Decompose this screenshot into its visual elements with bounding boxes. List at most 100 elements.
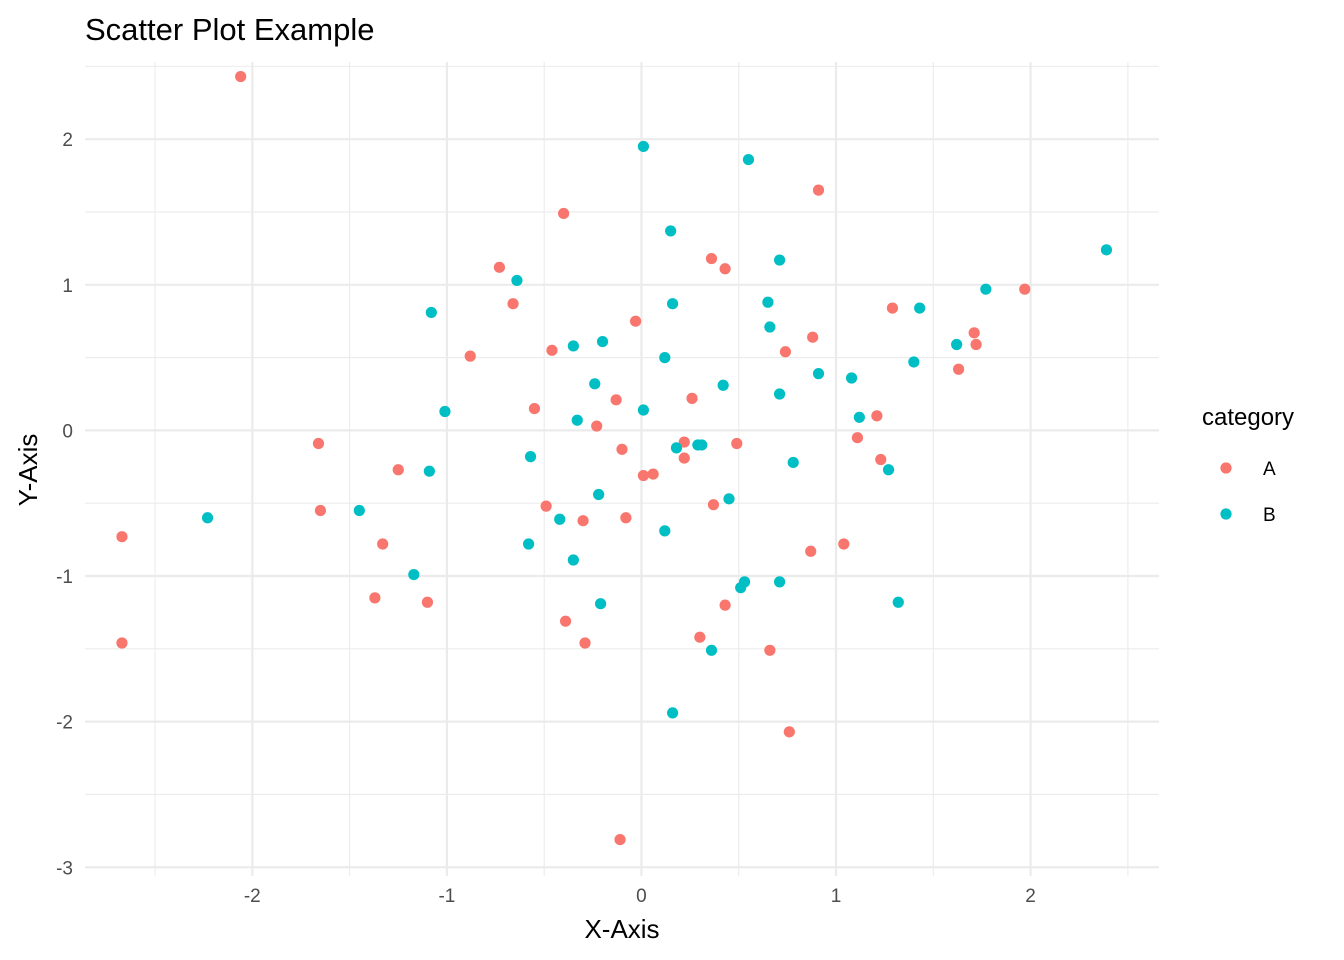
legend-label: A [1263,459,1276,480]
scatter-point [812,368,825,380]
scatter-point [773,254,786,266]
scatter-point [670,442,683,454]
scatter-point [666,707,679,719]
scatter-point [871,410,883,422]
x-tick-labels: -2 -1 0 1 2 [244,886,1036,907]
scatter-point [596,335,609,348]
scatter-point [421,596,434,608]
scatter-point [787,456,799,469]
legend: category AB [1202,404,1294,526]
scatter-point [201,512,214,524]
scatter-point [235,70,247,83]
scatter-point [439,405,451,418]
series-B [201,140,1113,719]
scatter-point [493,261,506,273]
scatter-point [762,296,774,308]
scatter-point [731,437,743,450]
scatter-point [892,596,904,608]
scatter-point [686,392,698,404]
scatter-point [666,298,679,310]
scatter-point [908,356,920,368]
scatter-point [665,225,677,237]
scatter-point [511,274,523,287]
scatter-point [116,531,128,543]
scatter-point [723,493,735,505]
scatter-point [764,321,776,333]
scatter-point [1019,283,1031,295]
scatter-point [717,379,729,391]
grid-layer [85,62,1159,876]
scatter-point [678,452,690,464]
scatter-point [764,644,776,656]
scatter-point [783,726,795,738]
x-axis-title: X-Axis [584,914,659,944]
scatter-point [637,404,650,416]
y-tick-label: 1 [62,276,73,297]
y-tick-label: -3 [56,858,73,879]
scatter-point [614,833,626,846]
scatter-point [630,315,642,327]
scatter-point [773,388,786,400]
scatter-point [980,283,992,295]
scatter-point [805,545,817,557]
y-tick-label: -2 [56,713,73,734]
scatter-point [369,592,381,604]
legend-label: B [1263,505,1276,526]
scatter-point [914,302,926,314]
scatter-point [719,263,731,275]
scatter-point [637,469,650,482]
scatter-point [546,344,558,356]
scatter-point [838,538,850,550]
x-tick-label: -1 [438,886,455,907]
scatter-point [571,414,583,426]
scatter-point [423,465,435,477]
scatter-point [875,453,887,466]
scatter-point [312,437,325,450]
scatter-point [678,436,690,448]
y-tick-label: 0 [62,421,73,442]
scatter-point [610,394,622,406]
x-tick-label: -2 [244,886,261,907]
scatter-point [392,464,404,476]
scatter-point [567,340,579,352]
scatter-point [738,576,751,588]
scatter-point [528,402,541,415]
scatter-point [540,500,552,512]
legend-entries: AB [1220,459,1276,526]
scatter-point [968,327,980,339]
legend-key [1220,508,1232,520]
scatter-point [647,468,659,480]
scatter-point [705,644,718,656]
chart-title: Scatter Plot Example [85,12,374,47]
scatter-point [886,302,899,314]
legend-title: category [1202,404,1294,431]
scatter-point [845,372,858,384]
scatter-point [567,554,579,566]
y-tick-labels: -3 -2 -1 0 1 2 [56,130,73,879]
x-tick-label: 1 [831,886,842,907]
scatter-point [579,637,591,649]
scatter-point [807,331,819,343]
scatter-point [637,140,650,153]
scatter-point [523,538,535,550]
x-tick-label: 2 [1025,886,1036,907]
scatter-point [620,512,632,524]
scatter-point [812,184,825,196]
scatter-point [377,538,389,550]
scatter-point [970,338,982,351]
scatter-point [591,420,603,432]
scatter-point [594,598,607,610]
scatter-point [659,352,671,364]
scatter-point [952,363,965,375]
scatter-point [694,631,706,643]
scatter-point [593,488,605,501]
scatter-point [707,499,720,511]
scatter-point [558,207,570,220]
scatter-point [719,599,731,611]
scatter-point [589,378,601,390]
scatter-point [524,451,537,463]
scatter-point [425,306,437,319]
scatter-point [1100,244,1113,256]
scatter-point [951,338,963,351]
y-tick-label: -1 [56,567,73,588]
